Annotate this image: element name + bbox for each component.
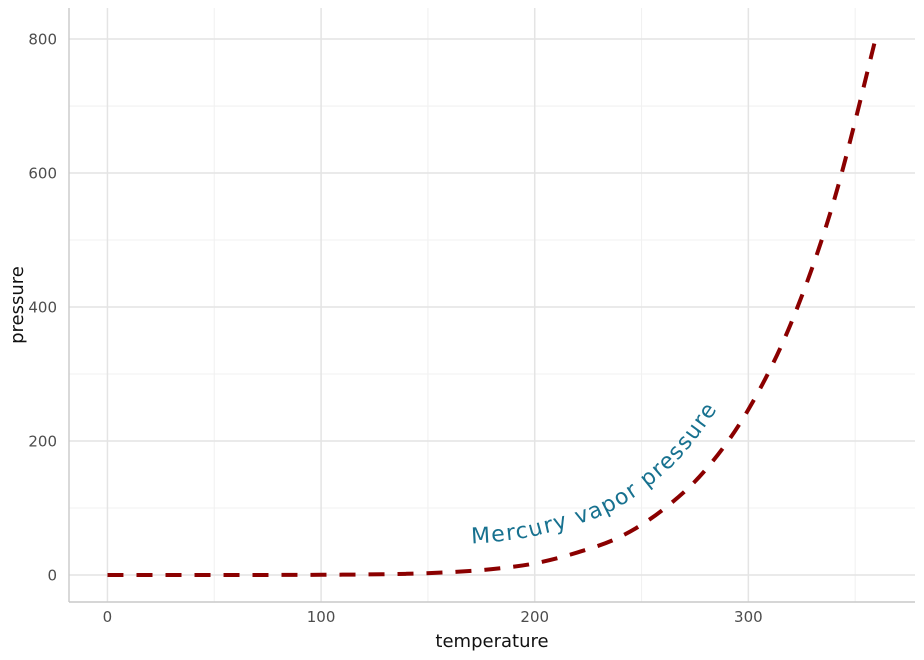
y-tick-label: 400 <box>28 299 57 317</box>
y-axis-title: pressure <box>7 266 28 344</box>
pressure-curve <box>107 34 879 577</box>
x-axis-title: temperature <box>435 631 548 652</box>
y-tick-label: 0 <box>47 567 57 585</box>
major-gridlines <box>69 8 915 602</box>
x-tick-label: 300 <box>734 608 763 626</box>
curve-label: Mercury vapor pressure <box>470 397 722 549</box>
x-tick-label: 0 <box>103 608 113 626</box>
y-tick-label: 600 <box>28 165 57 183</box>
minor-gridlines <box>69 8 915 602</box>
y-tick-labels: 0 200 400 600 800 <box>28 31 57 585</box>
curve-label-textpath: Mercury vapor pressure <box>470 397 721 549</box>
y-tick-label: 200 <box>28 433 57 451</box>
y-tick-label: 800 <box>28 31 57 49</box>
x-tick-label: 200 <box>520 608 549 626</box>
x-tick-labels: 0 100 200 300 <box>103 608 763 626</box>
x-tick-label: 100 <box>307 608 336 626</box>
